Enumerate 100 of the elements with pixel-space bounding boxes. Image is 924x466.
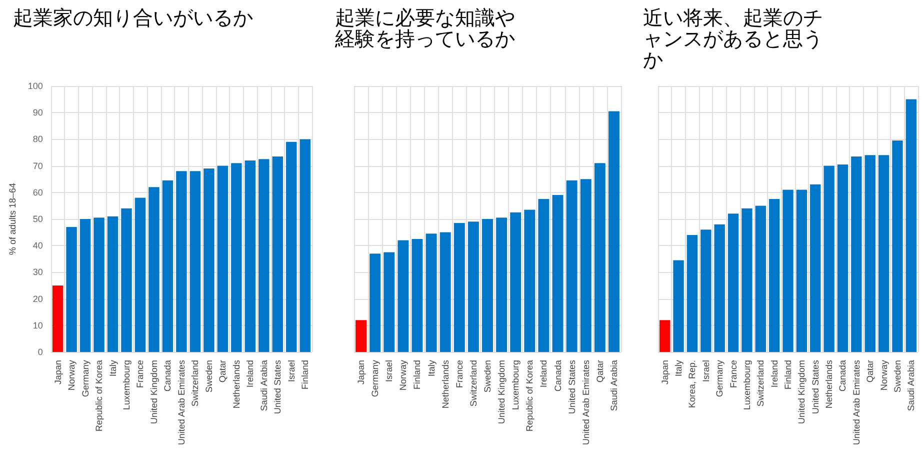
bar (837, 164, 848, 352)
x-tick-label: Saudi Arabia (258, 360, 269, 412)
x-tick-label: Finland (783, 360, 793, 390)
bar (552, 195, 564, 352)
bar (538, 199, 550, 352)
x-tick-label: Republic of Korea (524, 360, 535, 432)
bar (608, 111, 620, 352)
x-tick-label: Qatar (594, 360, 605, 383)
y-tick-label: 90 (32, 108, 43, 118)
bar (660, 320, 670, 352)
x-tick-label: Japan (660, 360, 670, 385)
bar (162, 180, 174, 352)
x-tick-label: Finland (412, 360, 422, 390)
bar (134, 198, 146, 352)
x-tick-label: United States (272, 360, 283, 414)
x-tick-label: Israel (286, 360, 296, 382)
bar (258, 159, 270, 352)
x-tick-label: Netherlands (440, 360, 450, 409)
x-tick-label: Saudi Arabia (906, 360, 916, 412)
x-tick-label: Saudi Arabia (608, 360, 619, 412)
bar (204, 168, 214, 352)
bar (272, 156, 284, 352)
bar (755, 206, 766, 352)
x-tick-label: Ireland (769, 360, 780, 388)
x-tick-label: Switzerland (468, 360, 478, 407)
x-tick-label: Sweden (204, 360, 214, 393)
bar (768, 199, 780, 352)
x-tick-label: Luxembourg (510, 360, 521, 410)
x-tick-label: United Kingdom (148, 360, 159, 424)
bar (496, 218, 508, 352)
x-tick-label: Sweden (892, 360, 902, 393)
y-tick-label: 20 (32, 294, 43, 304)
bar (94, 218, 104, 352)
x-tick-label: Japan (52, 360, 63, 385)
x-tick-label: United Arab Emirates (580, 360, 591, 446)
bar (148, 187, 160, 352)
x-tick-label: Canada (162, 360, 173, 392)
bar (782, 190, 794, 352)
y-tick-label: 80 (32, 134, 43, 144)
y-tick-label: 50 (32, 214, 43, 224)
bar (244, 160, 256, 352)
bar (300, 139, 310, 352)
bar (878, 155, 890, 352)
x-tick-label: Qatar (865, 360, 876, 383)
bar (80, 219, 91, 352)
bar (190, 171, 201, 352)
bar (426, 234, 437, 352)
bar (851, 156, 862, 352)
x-tick-label: Ireland (245, 360, 256, 388)
x-tick-label: Switzerland (190, 360, 200, 407)
x-tick-label: United Kingdom (496, 360, 507, 424)
bar (384, 252, 395, 352)
x-tick-label: Netherlands (824, 360, 834, 409)
y-tick-label: 40 (32, 240, 43, 251)
x-tick-label: Norway (398, 360, 408, 391)
y-axis-title: % of adults 18–64 (8, 182, 18, 256)
bar (440, 232, 451, 352)
bar (686, 234, 698, 352)
x-tick-label: Italy (426, 360, 436, 377)
y-tick-label: 0 (38, 347, 43, 357)
x-tick-label: United States (810, 360, 820, 414)
bar (810, 184, 821, 352)
bar (594, 163, 606, 352)
x-tick-label: Norway (878, 360, 889, 391)
bar (892, 140, 903, 352)
x-tick-label: United States (566, 360, 577, 414)
x-tick-label: Norway (66, 360, 77, 391)
bar (398, 240, 409, 352)
x-tick-label: Republic of Korea (94, 360, 104, 432)
x-tick-label: France (728, 360, 738, 388)
x-tick-label: Ireland (538, 360, 549, 388)
chart-title: 起業家の知り合いがいるか (13, 6, 253, 30)
x-tick-label: Israel (384, 360, 394, 382)
bar (286, 142, 297, 352)
bar (728, 214, 739, 352)
x-tick-label: France (135, 360, 146, 388)
bar (742, 208, 752, 352)
x-tick-label: United Kingdom (796, 360, 807, 424)
x-tick-label: Luxembourg (121, 360, 132, 410)
bar (700, 230, 712, 352)
bar (580, 179, 592, 352)
bar (454, 222, 465, 352)
chart-title: 起業に必要な知識や経験を持っているか (334, 6, 515, 50)
y-tick-label: 70 (32, 160, 43, 171)
x-tick-label: Korea, Rep. (687, 360, 698, 408)
x-tick-label: Qatar (218, 360, 228, 383)
y-tick-label: 100 (28, 81, 43, 91)
y-tick-label: 10 (32, 320, 43, 330)
x-tick-label: Canada (552, 360, 563, 392)
bar (370, 254, 381, 352)
x-tick-label: Switzerland (756, 360, 766, 407)
x-tick-label: Canada (838, 360, 848, 392)
bar (231, 163, 242, 352)
x-tick-label: Sweden (482, 360, 492, 393)
x-tick-label: United Arab Emirates (851, 360, 862, 446)
bar (510, 212, 522, 352)
bar (217, 166, 228, 352)
bar (714, 224, 725, 352)
bar (468, 222, 479, 352)
x-tick-label: Germany (714, 360, 725, 398)
